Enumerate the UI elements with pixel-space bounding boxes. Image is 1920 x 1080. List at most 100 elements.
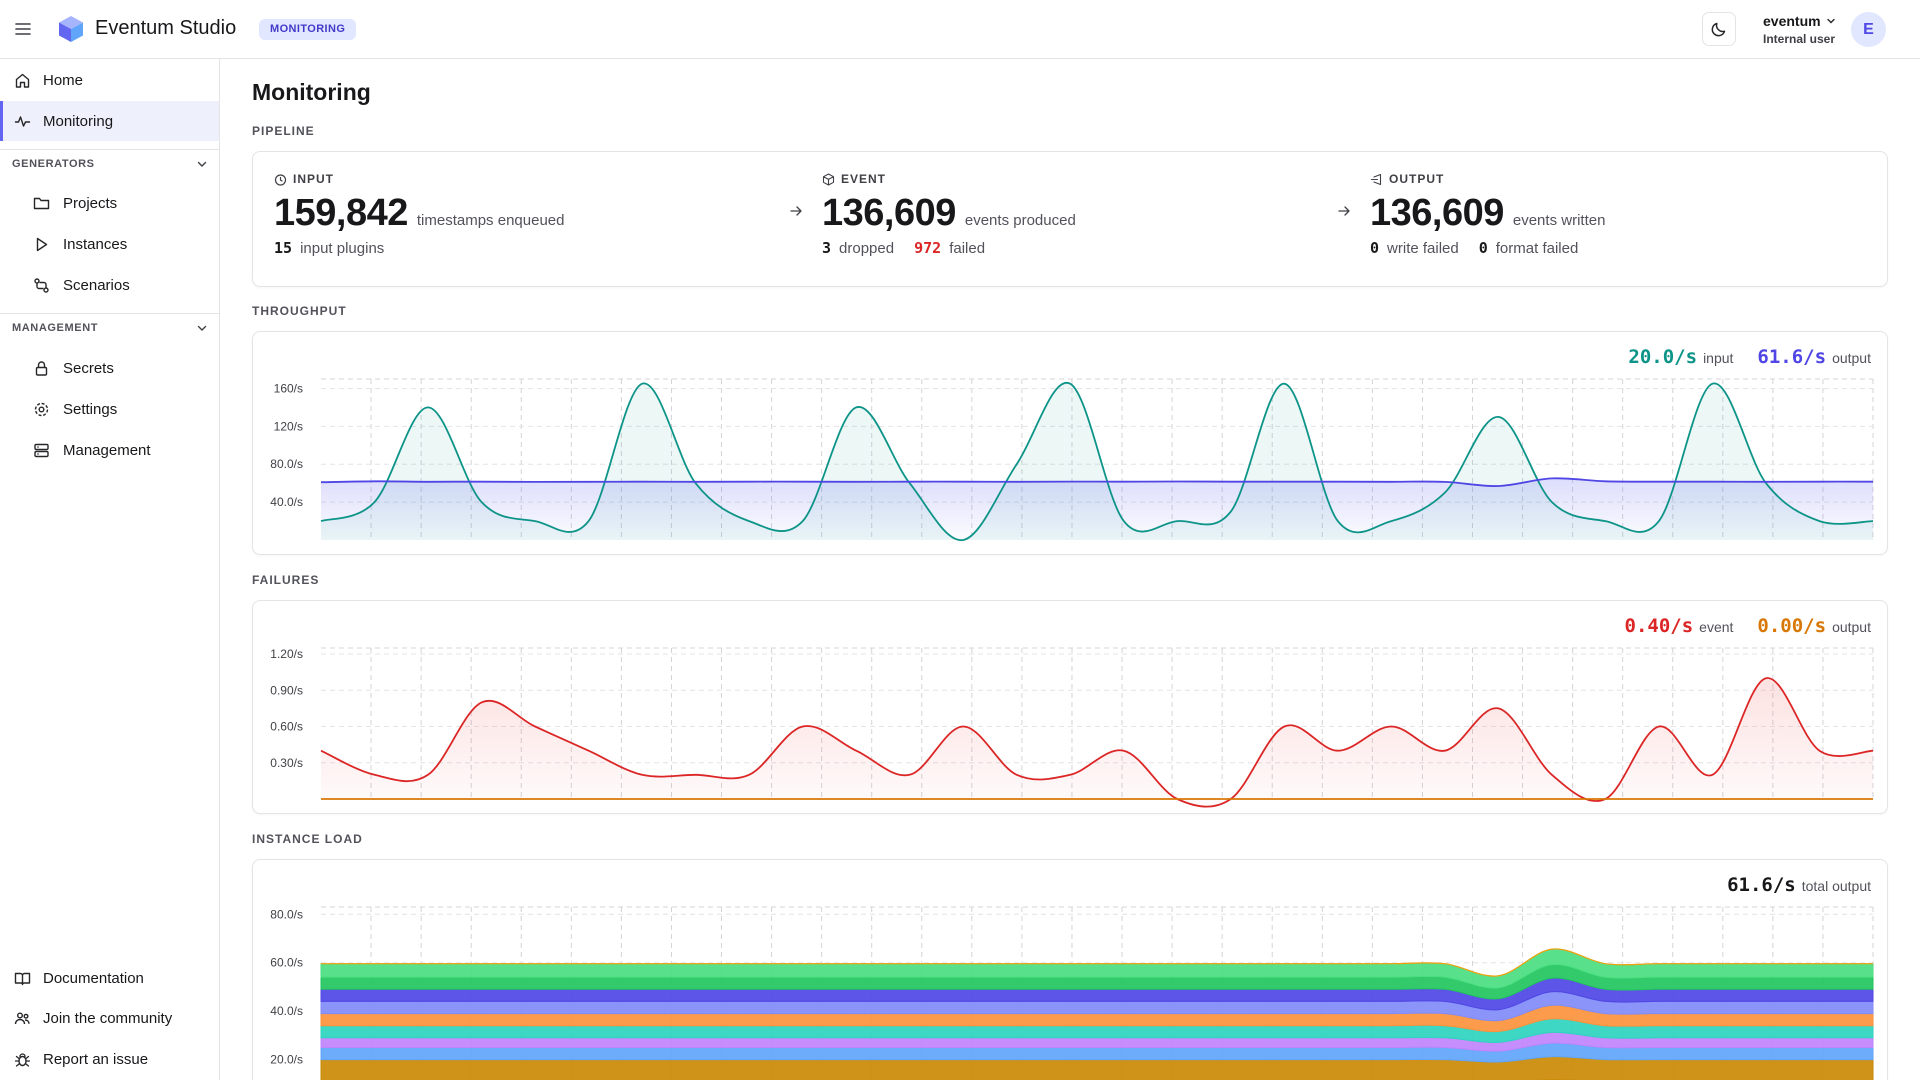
y-tick-label: 1.20/s (270, 647, 303, 661)
arrow-right-icon (790, 206, 802, 216)
server-icon (32, 441, 50, 459)
book-icon (13, 969, 31, 987)
page-title: Monitoring (252, 79, 371, 105)
output-failure-label: output (1832, 619, 1871, 635)
total-output-label: total output (1801, 878, 1871, 894)
output-rate: 61.6/s (1757, 346, 1827, 368)
sidebar-item-documentation[interactable]: Documentation (0, 958, 219, 998)
sidebar-item-secrets[interactable]: Secrets (0, 348, 219, 388)
sidebar-item-scenarios[interactable]: Scenarios (0, 265, 219, 305)
instance-load-chart: 80.0/s 60.0/s 40.0/s 20.0/s (270, 906, 1874, 1080)
timer-icon (274, 173, 287, 186)
input-value: 159,842 (274, 192, 408, 234)
failures-chart: 1.20/s 0.90/s 0.60/s 0.30/s (270, 647, 1874, 808)
throughput-card: 20.0/s input 61.6/s output 160/s 120/s 80.… (252, 331, 1888, 555)
send-icon (1370, 173, 1382, 185)
sidebar-item-label: Settings (63, 400, 118, 418)
y-tick-label: 120/s (274, 419, 303, 433)
failure-rates: 0.40/s event 0.00/s output (1625, 615, 1871, 637)
event-value: 136,609 (822, 192, 956, 234)
throughput-chart: 160/s 120/s 80.0/s 40.0/s (270, 378, 1874, 541)
output-unit: events written (1512, 212, 1606, 229)
cube-icon (822, 172, 835, 186)
section-management[interactable]: MANAGEMENT (12, 317, 208, 339)
stat-head: INPUT (293, 172, 334, 186)
event-failure-rate: 0.40/s (1624, 615, 1694, 637)
instance-load-card: 61.6/s total output 80.0/s 60.0/s 40.0/s 20… (252, 859, 1888, 1080)
y-tick-label: 0.90/s (270, 683, 303, 697)
sidebar-item-home[interactable]: Home (0, 60, 219, 100)
total-output-rate: 61.6/s (1727, 874, 1796, 896)
y-tick-label: 80.0/s (270, 457, 303, 471)
user-name: eventum (1763, 13, 1821, 29)
user-role: Internal user (1763, 32, 1836, 46)
instance-load-rates: 61.6/s total output (1727, 874, 1871, 896)
sidebar-item-label: Instances (63, 235, 128, 253)
logo-icon (59, 16, 83, 42)
output-failure-rate: 0.00/s (1757, 615, 1827, 637)
sidebar-item-label: Report an issue (43, 1050, 149, 1068)
input-unit: timestamps enqueued (416, 212, 565, 229)
output-stat: OUTPUT 136,609 events written 0 write fa… (1370, 172, 1605, 257)
sidebar-item-monitoring[interactable]: Monitoring (0, 101, 219, 141)
y-tick-label: 0.60/s (270, 720, 303, 734)
write-failed-count: 0 (1370, 239, 1380, 257)
input-plugins-count: 15 (274, 239, 293, 257)
chevron-down-icon (197, 161, 207, 167)
section-label-pipeline: PIPELINE (252, 124, 315, 138)
avatar[interactable]: E (1851, 12, 1886, 47)
y-tick-label: 80.0/s (270, 907, 303, 921)
section-label-failures: FAILURES (252, 573, 320, 587)
pipeline-card: INPUT 159,842 timestamps enqueued 15 inp… (252, 151, 1888, 287)
sidebar-item-label: Scenarios (63, 276, 130, 294)
folder-icon (32, 194, 50, 212)
y-tick-label: 160/s (274, 381, 303, 395)
sidebar-item-community[interactable]: Join the community (0, 998, 219, 1038)
event-stat: EVENT 136,609 events produced 3 dropped … (822, 172, 1076, 257)
input-plugins-label: input plugins (300, 240, 385, 257)
sidebar-item-label: Management (63, 441, 151, 459)
series-line-output (320, 477, 1874, 487)
y-tick-label: 40.0/s (270, 495, 303, 509)
section-label: MANAGEMENT (12, 322, 99, 334)
format-failed-label: format failed (1495, 240, 1579, 257)
activity-icon (13, 112, 31, 130)
sidebar-item-label: Secrets (63, 359, 114, 377)
top-bar: Eventum Studio MONITORING eventum Intern… (0, 0, 1920, 59)
dropped-label: dropped (839, 240, 895, 257)
sidebar-item-report-issue[interactable]: Report an issue (0, 1039, 219, 1079)
event-unit: events produced (964, 212, 1076, 229)
moon-icon (1711, 22, 1726, 37)
divider (0, 313, 219, 314)
user-menu[interactable]: eventum Internal user (1763, 13, 1837, 46)
event-failure-label: event (1699, 619, 1734, 635)
bug-icon (13, 1050, 31, 1068)
output-rate-label: output (1832, 350, 1871, 366)
sidebar-item-settings[interactable]: Settings (0, 389, 219, 429)
section-generators[interactable]: GENERATORS (12, 153, 208, 175)
failed-count: 972 (914, 239, 942, 257)
series-area-event (321, 678, 1873, 807)
series-line-event (320, 677, 1874, 808)
play-icon (32, 235, 50, 253)
write-failed-label: write failed (1387, 240, 1459, 257)
sidebar: Home Monitoring GENERATORS Projects Inst… (0, 59, 220, 1080)
section-label-throughput: THROUGHPUT (252, 304, 347, 318)
stat-head: OUTPUT (1389, 172, 1445, 186)
menu-icon[interactable] (14, 20, 32, 38)
divider (0, 149, 219, 150)
input-stat: INPUT 159,842 timestamps enqueued 15 inp… (274, 172, 564, 257)
y-tick-label: 40.0/s (270, 1004, 303, 1018)
theme-toggle-button[interactable] (1702, 12, 1736, 46)
lock-icon (32, 359, 50, 377)
app-title[interactable]: Eventum Studio (95, 17, 237, 39)
scenarios-icon (32, 276, 50, 294)
sidebar-item-instances[interactable]: Instances (0, 224, 219, 264)
gear-icon (32, 400, 50, 418)
sidebar-item-management[interactable]: Management (0, 430, 219, 470)
chevron-down-icon (1826, 18, 1835, 24)
y-tick-label: 20.0/s (270, 1053, 303, 1067)
throughput-rates: 20.0/s input 61.6/s output (1628, 346, 1871, 368)
sidebar-item-projects[interactable]: Projects (0, 183, 219, 223)
stat-head: EVENT (841, 172, 887, 186)
